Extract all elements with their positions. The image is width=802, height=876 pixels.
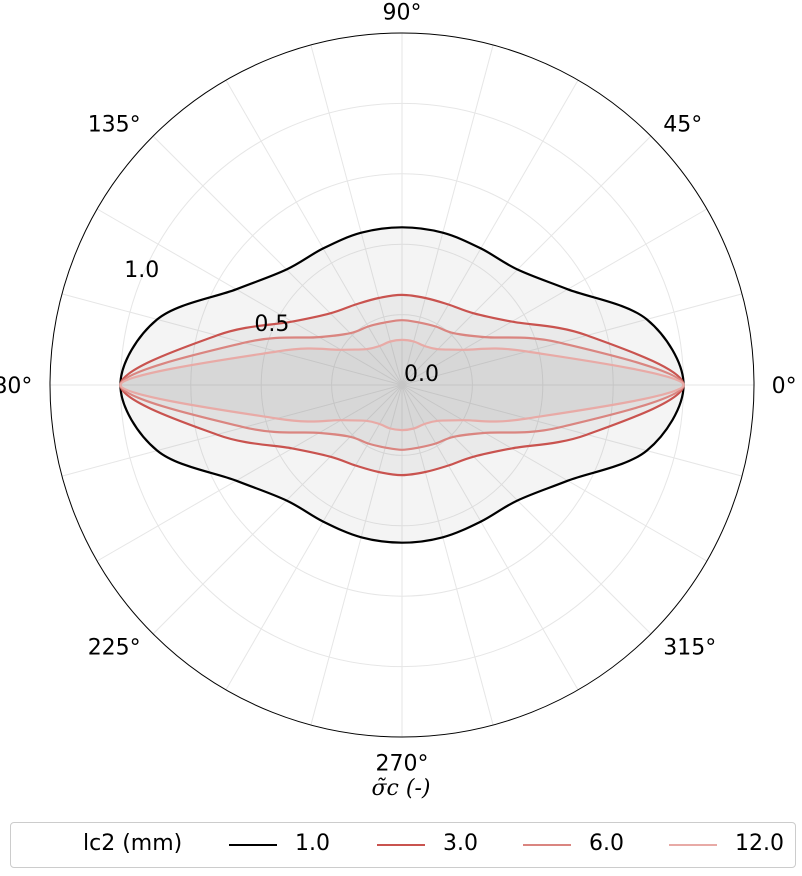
angular-gridline [152, 384, 403, 635]
angular-gridline [401, 293, 743, 386]
angular-tick-label: 45° [663, 113, 702, 138]
angular-tick-label: 90° [383, 0, 422, 25]
polar-spine [49, 32, 755, 738]
angular-gridline [401, 384, 708, 562]
legend-label: 3.0 [443, 831, 478, 856]
radial-tick-label: 1.0 [124, 258, 159, 283]
legend-swatch [229, 844, 277, 846]
angular-gridline [401, 208, 708, 386]
angular-gridline [401, 384, 743, 477]
angular-gridline [401, 44, 494, 386]
series-fill-1.0 [120, 227, 684, 543]
radial-gridline [190, 173, 614, 597]
angular-tick-label: 0° [772, 374, 797, 399]
angular-gridline [310, 44, 403, 386]
series-fill-12.0 [120, 339, 684, 431]
angular-gridline [61, 293, 403, 386]
legend-label: 6.0 [589, 831, 624, 856]
series-line-12.0 [119, 338, 685, 432]
legend: lc2 (mm) 1.0 3.0 6.0 12.0 [10, 822, 796, 868]
angular-gridline [401, 384, 494, 726]
radial-gridline [260, 243, 544, 527]
angular-tick-label: 180° [0, 374, 32, 399]
legend-label: 1.0 [295, 831, 330, 856]
legend-swatch [377, 844, 425, 846]
legend-inner: lc2 (mm) 1.0 3.0 6.0 12.0 [11, 823, 795, 867]
legend-title: lc2 (mm) [83, 831, 183, 856]
angular-gridline [401, 135, 652, 386]
angular-gridline [401, 384, 652, 635]
legend-swatch [669, 844, 717, 846]
radial-tick-label: 0.5 [254, 312, 289, 337]
angular-tick-label: 225° [88, 635, 141, 660]
radial-gridline [331, 314, 473, 456]
angular-gridline [96, 384, 403, 562]
angular-gridline [152, 135, 403, 386]
angular-gridline [96, 208, 403, 386]
radial-tick-label: 0.0 [404, 362, 439, 387]
angular-gridline [401, 79, 579, 386]
radial-axis-label: σ̃c (-) [371, 776, 431, 801]
angular-gridline [401, 384, 579, 691]
legend-swatch [523, 844, 571, 846]
angular-gridline [310, 384, 403, 726]
angular-tick-label: 135° [88, 113, 141, 138]
angular-tick-label: 270° [376, 752, 429, 777]
angular-gridline [225, 79, 403, 386]
legend-label: 12.0 [735, 831, 784, 856]
angular-tick-label: 315° [663, 635, 716, 660]
series-fill-6.0 [120, 320, 684, 450]
angular-gridline [61, 384, 403, 477]
angular-gridline [225, 384, 403, 691]
